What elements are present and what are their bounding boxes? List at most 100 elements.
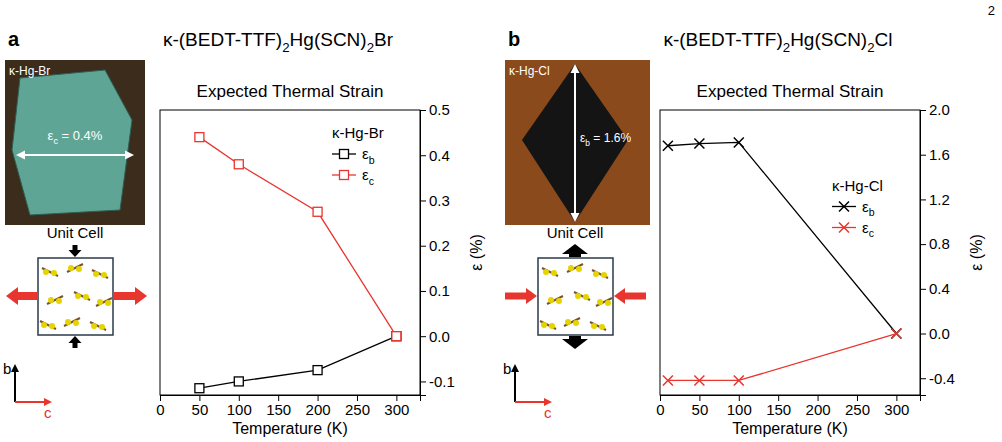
plot-area [663,137,901,385]
molecule-atom [97,299,103,305]
text-run: 2 [367,40,374,55]
text-run: κ-Hg-Br [9,64,50,78]
legend-label: εb [862,198,875,219]
series-line [199,336,396,388]
photo-background [505,60,650,225]
tick-label: 1.6 [929,146,950,163]
text-run: Expected Thermal Strain [197,82,384,101]
marker [694,375,704,385]
text-run: Unit Cell [547,224,604,241]
tick-label: 250 [345,401,370,418]
molecule-atom [575,293,581,299]
text-run: b [3,360,11,377]
arrow-shaft [569,336,581,339]
tick-label: 0.1 [429,282,450,299]
arrow-head [16,151,25,160]
tick-label: 0.5 [429,101,450,118]
tick: -0.1 [420,373,455,390]
legend-marker [340,171,349,180]
molecule-bond [564,318,580,326]
tick: 0.2 [420,237,450,254]
molecule-bond [590,322,606,330]
molecule-bond [40,321,56,329]
molecule-bond [574,292,590,300]
molecule-atom [548,297,554,303]
arrow-head [69,250,82,257]
text-run: b [369,154,375,166]
molecule-atom [599,324,605,330]
y-axis: -0.10.00.10.20.30.40.5 [420,101,455,395]
molecule-bond [96,298,112,306]
text-run: c [369,175,374,187]
axis-line [421,111,427,396]
legend-label: εb [362,145,375,166]
tick: 0.4 [420,147,450,164]
molecule-atom [49,323,55,329]
molecule-bond [567,264,583,272]
molecule-atom [56,298,62,304]
marker [663,141,673,151]
legend-marker [839,202,849,212]
molecule-bond [90,322,106,330]
arrow-shaft [15,401,44,403]
tick: 1.2 [920,191,950,208]
series-line [668,142,896,333]
marker [392,332,401,341]
molecule-bond [592,270,608,278]
tick-label: -0.1 [429,373,455,390]
photo-label: κ-Hg-Br [9,64,50,78]
tick: 0.1 [420,282,450,299]
text-run: Hg(SCN) [290,29,367,50]
arrow-head [6,287,18,305]
arrow-head [571,64,580,73]
arrow-shaft [73,245,78,250]
tick-label: 0.2 [429,237,450,254]
tick-mark [920,110,926,111]
text-run: κ-Hg-Br [332,124,384,141]
tick: 0.0 [420,327,450,344]
unit-cell-box [538,258,613,335]
molecule-atom [76,266,82,272]
tick: 50 [692,395,709,418]
tick-label: 200 [306,401,331,418]
x-axis-title: Temperature (K) [732,420,848,437]
tick: 300 [884,395,909,418]
molecule-bond [547,296,563,304]
molecule-atom [543,269,549,275]
tick: 150 [766,395,791,418]
tick-label: 0.8 [929,235,950,252]
text-run: = 1.6% [590,131,631,145]
molecule-atom [91,323,97,329]
molecule-atom [565,319,571,325]
text-run: = 0.4% [58,128,103,143]
tick: 0 [656,395,664,418]
text-run: b [869,206,875,218]
tick-label: 300 [384,401,409,418]
molecule-atom [573,320,579,326]
panel-title: κ-(BEDT-TTF)2Hg(SCN)2Br [163,29,394,55]
tick: 100 [227,395,252,418]
text-run: a [8,28,20,50]
arrow-shaft [505,293,526,300]
panel-letter: b [508,28,520,50]
photo-annotation: εb = 1.6% [580,131,631,148]
figure: 2aκ-(BEDT-TTF)2Hg(SCN)2Brεc = 0.4%κ-Hg-B… [0,0,1002,442]
marker [734,375,744,385]
text-run: κ-(BEDT-TTF) [663,29,782,50]
molecule-atom [556,298,562,304]
text-run: c [544,404,552,421]
tick-mark [420,200,426,201]
tick: 200 [806,395,831,418]
tick: 0.4 [920,280,950,297]
y-axis-title: ε (%) [968,234,985,270]
text-run: b [508,28,520,50]
molecule-atom [93,271,99,277]
panel-title: κ-(BEDT-TTF)2Hg(SCN)2Cl [663,29,892,55]
molecule-bond [542,268,558,276]
unit-cell: Unit Cellbc [3,224,147,421]
arrow-head [69,336,82,343]
arrow-head [511,364,519,372]
text-run: ε (%) [968,234,985,270]
series-line [668,334,896,381]
marker [891,329,901,339]
